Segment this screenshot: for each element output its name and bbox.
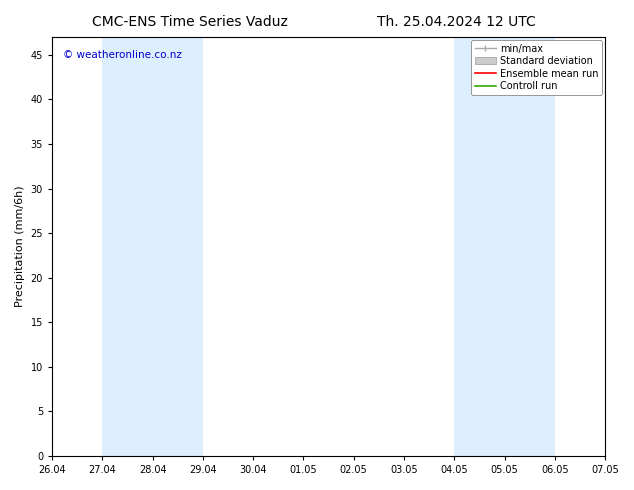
Text: CMC-ENS Time Series Vaduz: CMC-ENS Time Series Vaduz xyxy=(93,15,288,29)
Text: Th. 25.04.2024 12 UTC: Th. 25.04.2024 12 UTC xyxy=(377,15,536,29)
Legend: min/max, Standard deviation, Ensemble mean run, Controll run: min/max, Standard deviation, Ensemble me… xyxy=(470,40,602,95)
Bar xyxy=(455,37,555,456)
Y-axis label: Precipitation (mm/6h): Precipitation (mm/6h) xyxy=(15,186,25,307)
Bar xyxy=(605,37,634,456)
Text: © weatheronline.co.nz: © weatheronline.co.nz xyxy=(63,49,182,60)
Bar xyxy=(102,37,203,456)
